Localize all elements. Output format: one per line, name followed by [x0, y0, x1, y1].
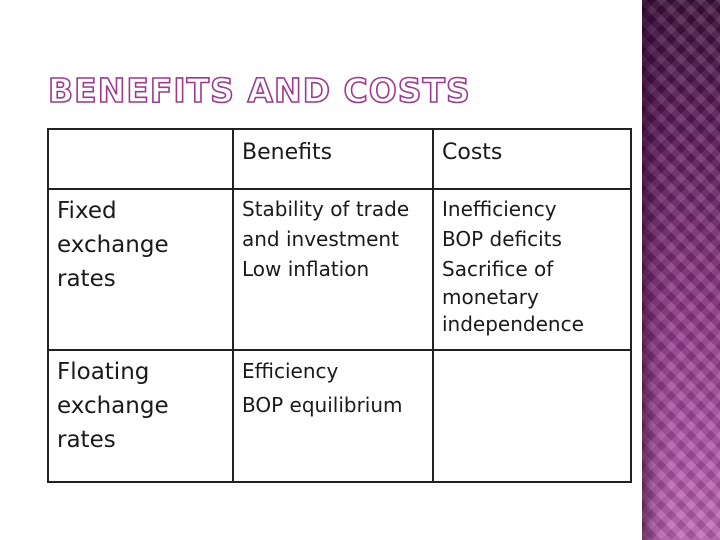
benefit-line: BOP equilibrium	[242, 393, 403, 417]
benefit-line: Stability of trade	[242, 197, 410, 221]
costs-floating	[432, 349, 632, 483]
row-label-fixed: Fixed exchange rates	[47, 188, 234, 351]
benefit-line: Low inflation	[242, 257, 370, 281]
benefits-fixed: Stability of trade and investment Low in…	[232, 188, 434, 351]
cost-line: BOP deficits	[442, 227, 562, 251]
benefit-line: Efficiency	[242, 359, 339, 383]
benefits-costs-table: Benefits Costs Fixed exchange rates Stab…	[47, 128, 632, 483]
row-label-floating: Floating exchange rates	[47, 349, 234, 483]
row-label-line: rates	[57, 266, 116, 292]
decorative-side-band	[642, 0, 720, 540]
row-label-line: rates	[57, 427, 116, 453]
header-benefits-label: Benefits	[242, 140, 333, 165]
header-corner-cell	[47, 128, 234, 190]
header-costs-label: Costs	[442, 140, 503, 165]
slide-title: BENEFITS AND COSTS	[47, 70, 471, 111]
benefit-line: and investment	[242, 227, 399, 251]
cost-line: Sacrifice of	[442, 257, 554, 281]
costs-fixed: Inefficiency BOP deficits Sacrifice of m…	[432, 188, 632, 351]
row-label-line: exchange	[57, 393, 169, 419]
cost-line: independence	[442, 312, 584, 336]
cost-line: Inefficiency	[442, 197, 557, 221]
row-label-line: exchange	[57, 232, 169, 258]
benefits-floating: Efficiency BOP equilibrium	[232, 349, 434, 483]
header-benefits: Benefits	[232, 128, 434, 190]
row-label-line: Fixed	[57, 198, 117, 224]
header-costs: Costs	[432, 128, 632, 190]
row-label-line: Floating	[57, 359, 150, 385]
cost-line: monetary	[442, 285, 539, 309]
